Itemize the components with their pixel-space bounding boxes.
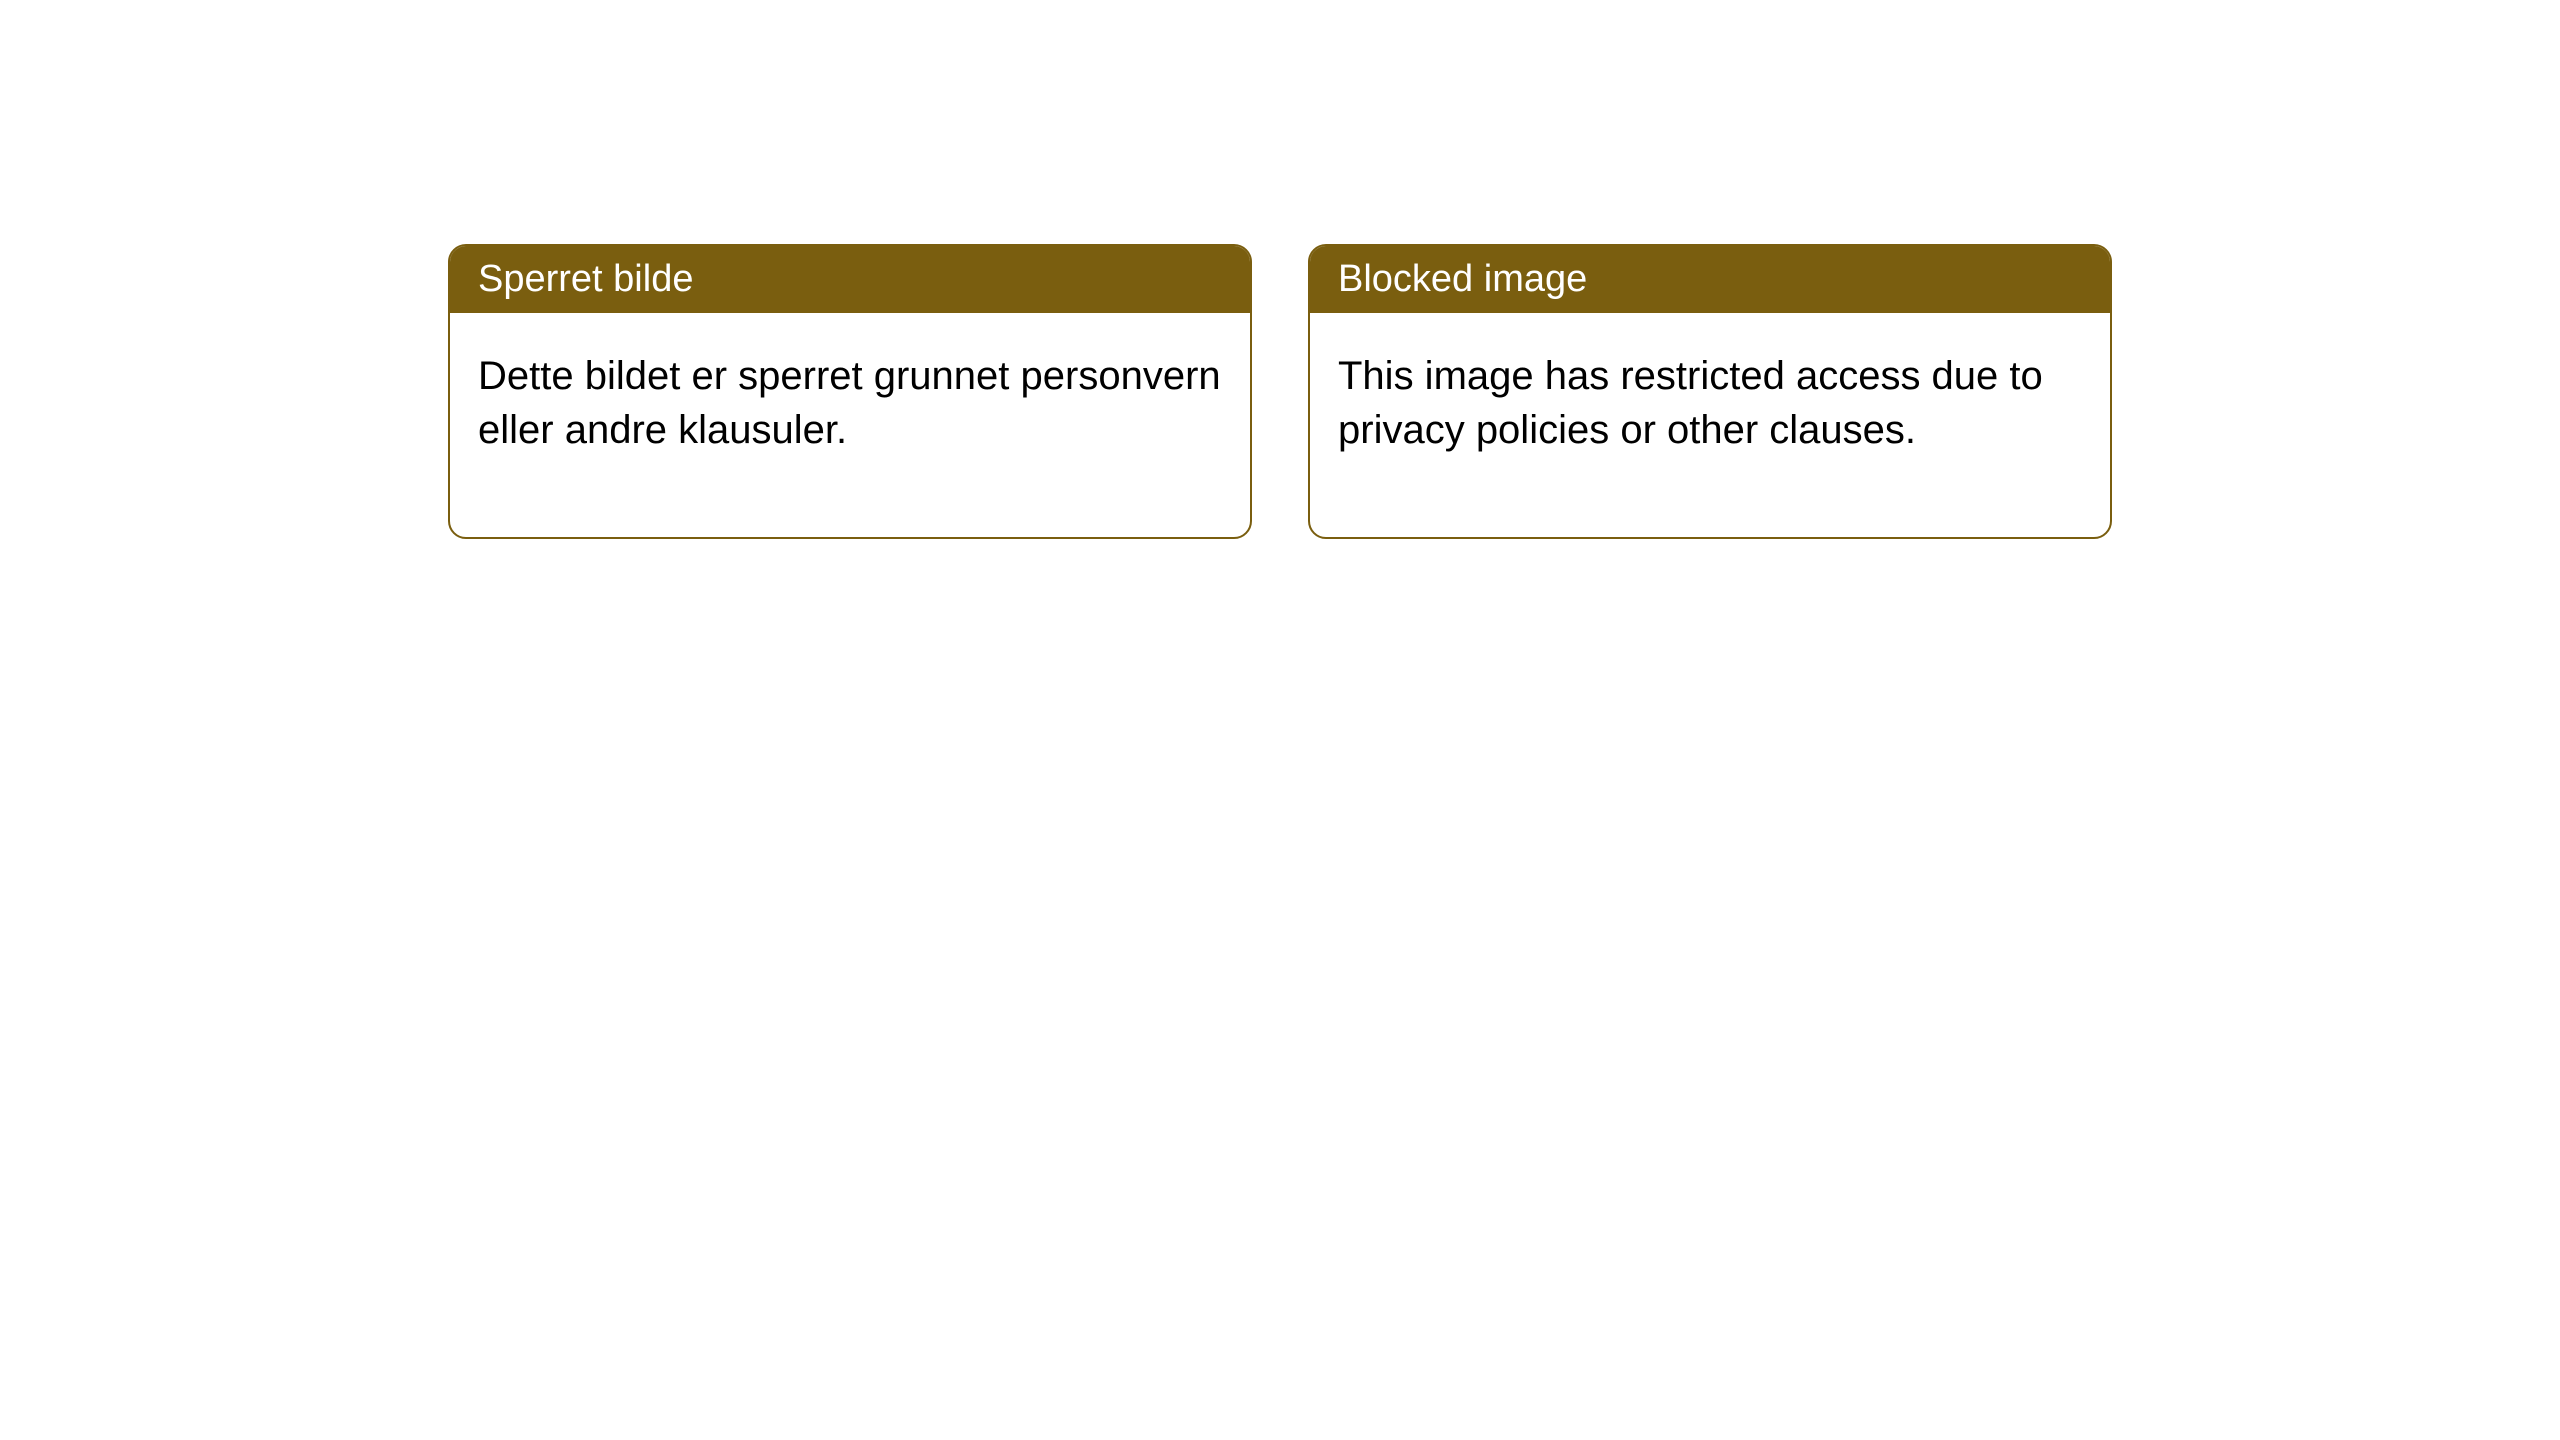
notice-body-norwegian: Dette bildet er sperret grunnet personve… bbox=[450, 313, 1250, 537]
notice-card-norwegian: Sperret bilde Dette bildet er sperret gr… bbox=[448, 244, 1252, 539]
notice-header-english: Blocked image bbox=[1310, 246, 2110, 313]
notice-container: Sperret bilde Dette bildet er sperret gr… bbox=[448, 244, 2112, 539]
notice-header-norwegian: Sperret bilde bbox=[450, 246, 1250, 313]
notice-body-english: This image has restricted access due to … bbox=[1310, 313, 2110, 537]
notice-card-english: Blocked image This image has restricted … bbox=[1308, 244, 2112, 539]
